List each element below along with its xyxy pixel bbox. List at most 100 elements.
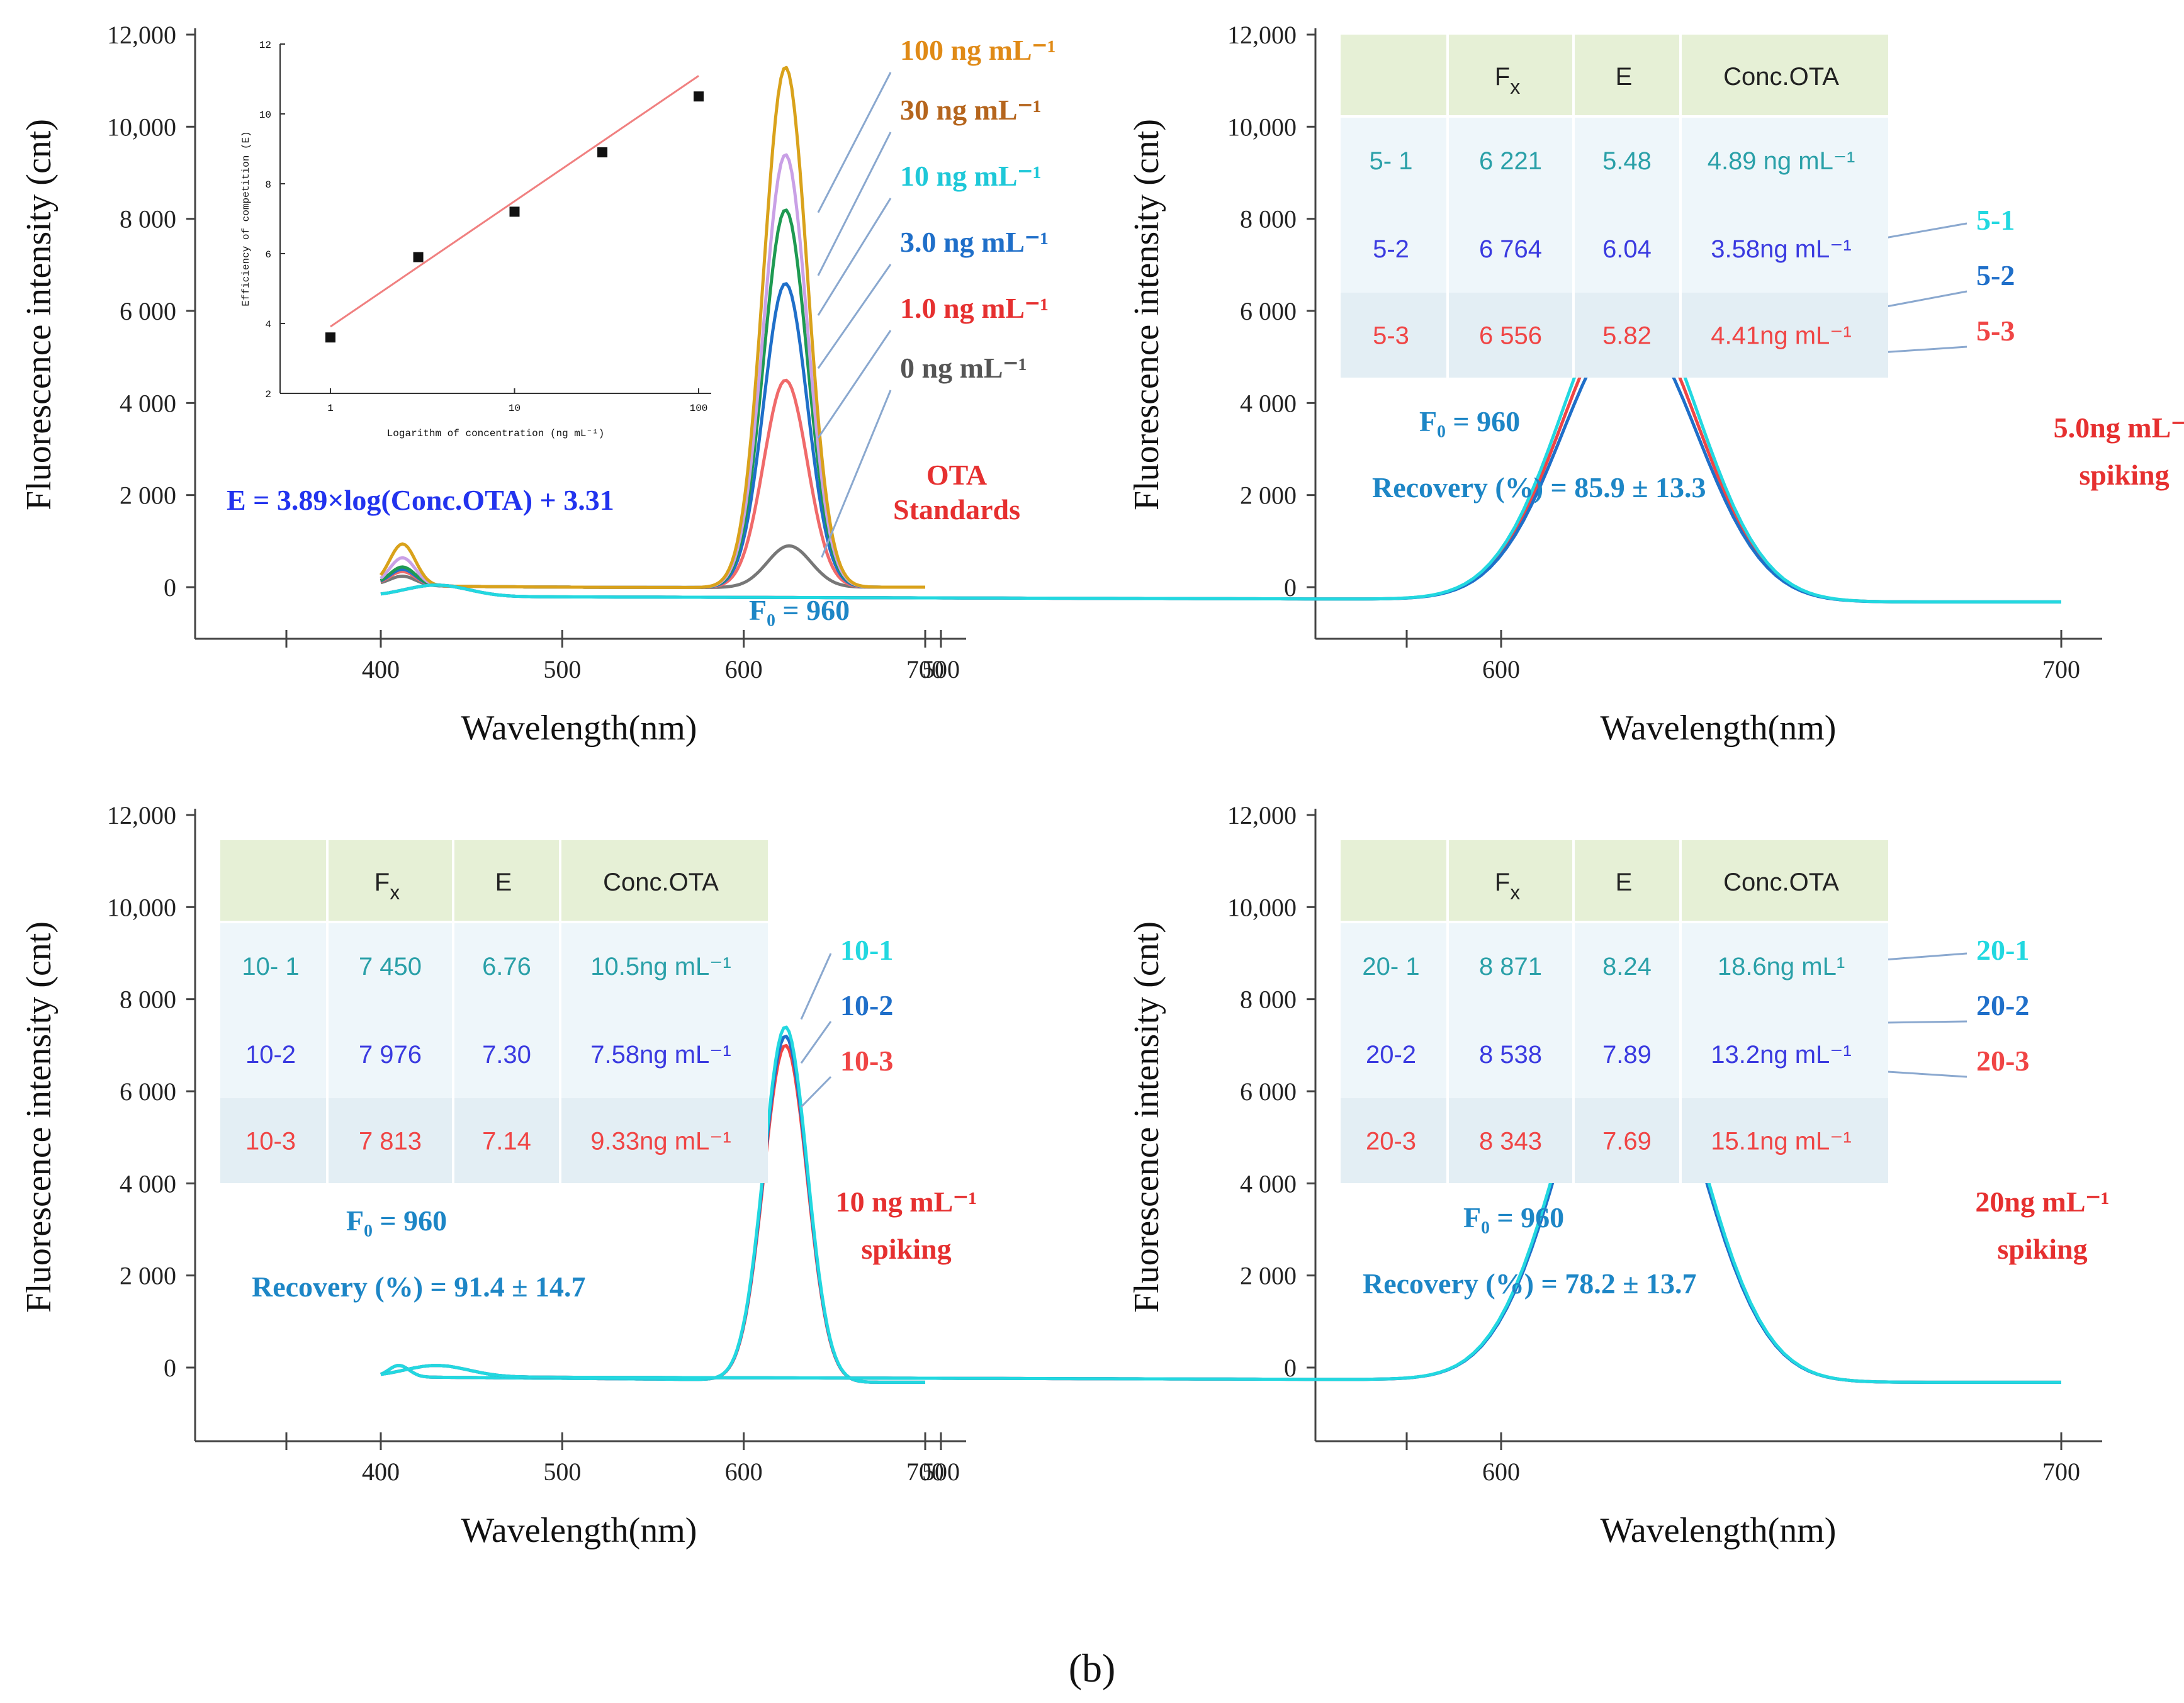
series-line <box>380 286 2061 604</box>
x-tick-label: 600 <box>1482 1458 1520 1486</box>
y-tick-label: 12,000 <box>107 21 176 49</box>
table-cell-e: 5.48 <box>1602 147 1652 175</box>
inset-data-point <box>597 147 608 158</box>
inset-y-tick-label: 8 <box>265 179 271 191</box>
panel-label-line1: OTA <box>926 459 987 491</box>
y-tick-label: 12,000 <box>107 801 176 829</box>
y-tick-label: 10,000 <box>1227 113 1297 141</box>
y-tick-label: 4 000 <box>120 1169 176 1198</box>
table-cell-fx: 7 813 <box>359 1128 422 1155</box>
y-tick-label: 10,000 <box>1227 893 1297 921</box>
table-cell-e: 6.76 <box>482 953 531 981</box>
y-tick-label: 2 000 <box>1240 1262 1297 1290</box>
table-header-bg <box>1341 840 1888 922</box>
inset-x-tick-label: 1 <box>327 403 334 414</box>
inset-y-tick-label: 2 <box>265 389 271 400</box>
panel-label-line2: spiking <box>1997 1233 2087 1265</box>
table-cell-conc: 4.89 ng mL⁻¹ <box>1708 147 1855 175</box>
inset-x-tick-label: 10 <box>509 403 521 414</box>
recovery-label: Recovery (%) = 78.2 ± 13.7 <box>1363 1267 1696 1300</box>
panel-label-line2: spiking <box>861 1233 951 1265</box>
table-cell-conc: 10.5ng mL⁻¹ <box>590 953 731 981</box>
table-cell-e: 6.04 <box>1602 235 1652 263</box>
chart-panel-1: 12,000 10,000 8 000 6 000 4 000 2 000 0 400 500 6… <box>20 21 1056 748</box>
leader-line <box>817 330 892 439</box>
table-row-bg <box>1341 1098 1888 1183</box>
y-tick-label: 6 000 <box>120 297 176 325</box>
panel-label-line2: Standards <box>893 493 1020 526</box>
leader-line <box>800 953 832 1020</box>
series-label: 10-2 <box>840 989 893 1021</box>
y-axis-label: Fluorescence intensity (cnt) <box>1127 921 1166 1313</box>
x-tick-label: 700 <box>2042 655 2080 683</box>
f0-label: F₀ = 960 <box>346 1205 447 1237</box>
y-tick-label: 4 000 <box>120 389 176 417</box>
table-cell-id: 5-2 <box>1373 235 1409 263</box>
table-cell-id: 20- 1 <box>1362 953 1419 981</box>
recovery-label: Recovery (%) = 91.4 ± 14.7 <box>252 1271 585 1303</box>
panel-label-line1: 5.0ng mL⁻¹ <box>2054 412 2184 444</box>
table-cell-e: 8.24 <box>1602 953 1652 981</box>
y-tick-label: 2 000 <box>120 481 176 510</box>
series-label: 10-3 <box>840 1045 893 1077</box>
series-line <box>379 65 925 589</box>
table-header-bg <box>220 840 768 922</box>
fit-equation: E = 3.89×log(Conc.OTA) + 3.31 <box>227 484 614 516</box>
table-cell-fx: 6 556 <box>1479 322 1542 350</box>
table-header-e: E <box>1616 868 1633 896</box>
x-tick-label: 500 <box>922 1458 960 1486</box>
table-cell-e: 7.89 <box>1602 1041 1652 1069</box>
panel-label-line1: 10 ng mL⁻¹ <box>836 1186 977 1218</box>
x-tick-label: 700 <box>906 1458 944 1486</box>
f0-label: F₀ = 960 <box>1463 1201 1564 1234</box>
y-axis-label: Fluorescence intensity (cnt) <box>20 119 59 510</box>
chart-panel-2: 12,000 10,000 8 000 6 000 4 000 2 000 0 400 500 6… <box>362 21 2184 748</box>
table-cell-fx: 8 871 <box>1479 953 1542 981</box>
table-header-bg <box>1341 35 1888 116</box>
series-line <box>380 984 2061 1384</box>
series-label: 10-1 <box>840 934 893 966</box>
y-tick-label: 6 000 <box>120 1077 176 1106</box>
leader-line <box>800 1076 832 1108</box>
inset-y-tick-label: 10 <box>259 110 271 121</box>
series-label: 5-3 <box>1976 315 2015 347</box>
table-cell-e: 7.14 <box>482 1128 531 1155</box>
x-tick-label: 600 <box>1482 655 1520 683</box>
table-row-bg <box>220 1098 768 1183</box>
subscript: x <box>1510 76 1520 98</box>
table-cell-conc: 4.41ng mL⁻¹ <box>1711 322 1851 350</box>
y-tick-label: 6 000 <box>1240 297 1297 325</box>
x-tick-label: 700 <box>906 655 944 683</box>
panel-label-line1: 20ng mL⁻¹ <box>1975 1186 2109 1218</box>
table-cell-conc: 9.33ng mL⁻¹ <box>590 1128 731 1155</box>
leader-line <box>817 72 892 213</box>
x-tick-label: 500 <box>543 655 581 683</box>
x-tick-label: 500 <box>543 1458 581 1486</box>
table-cell-id: 20-3 <box>1366 1128 1416 1155</box>
chart-panel-4: 12,000 10,000 8 000 6 000 4 000 2 000 0 400 500 6… <box>362 801 2110 1550</box>
x-tick-label: 400 <box>362 1458 400 1486</box>
leader-line <box>817 198 892 316</box>
table-cell-conc: 15.1ng mL⁻¹ <box>1711 1128 1851 1155</box>
leader-line <box>817 132 892 276</box>
y-tick-label: 8 000 <box>1240 986 1297 1014</box>
x-axis-label: Wavelength(nm) <box>1601 709 1837 748</box>
y-tick-label: 10,000 <box>107 893 176 921</box>
y-tick-label: 2 000 <box>1240 481 1297 510</box>
x-axis-label: Wavelength(nm) <box>461 1511 697 1550</box>
inset-y-tick-label: 12 <box>259 40 271 51</box>
y-tick-label: 0 <box>1284 573 1297 602</box>
inset-x-label: Logarithm of concentration (ng mL⁻¹) <box>387 428 605 439</box>
inset-data-point <box>509 206 520 217</box>
series-label: 20-2 <box>1976 989 2029 1021</box>
f0-label: F₀ = 960 <box>749 594 850 626</box>
series-label: 0 ng mL⁻¹ <box>900 352 1027 384</box>
table-cell-id: 10-2 <box>245 1041 296 1069</box>
table-cell-conc: 18.6ng mL¹ <box>1718 953 1845 981</box>
y-tick-label: 6 000 <box>1240 1077 1297 1106</box>
table-cell-fx: 7 450 <box>359 953 422 981</box>
y-tick-label: 8 000 <box>120 205 176 233</box>
subscript: x <box>390 881 400 904</box>
leader-line <box>821 390 892 558</box>
